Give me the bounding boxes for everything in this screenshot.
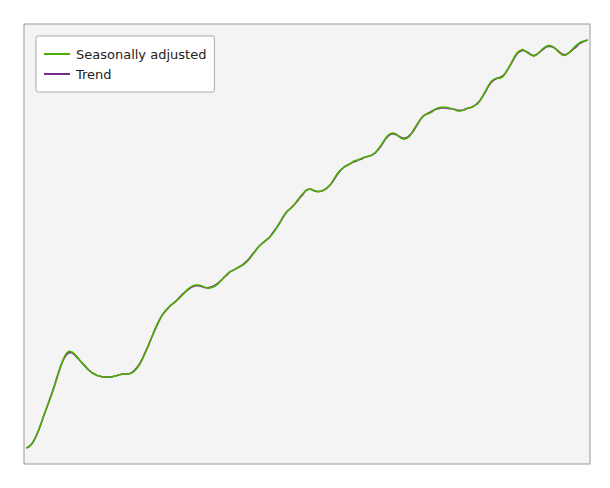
plot-area: [24, 24, 590, 464]
legend-label: Seasonally adjusted: [76, 47, 206, 62]
plot-frame: [24, 24, 590, 464]
series-line: [27, 40, 587, 447]
chart: Seasonally adjusted Trend: [0, 0, 610, 488]
legend-label: Trend: [75, 67, 112, 82]
series-group: [27, 40, 587, 447]
legend: Seasonally adjusted Trend: [36, 36, 214, 92]
legend-box: [36, 36, 214, 92]
legend-handle: [44, 73, 70, 75]
series-line: [27, 40, 587, 447]
legend-handle: [44, 53, 70, 55]
